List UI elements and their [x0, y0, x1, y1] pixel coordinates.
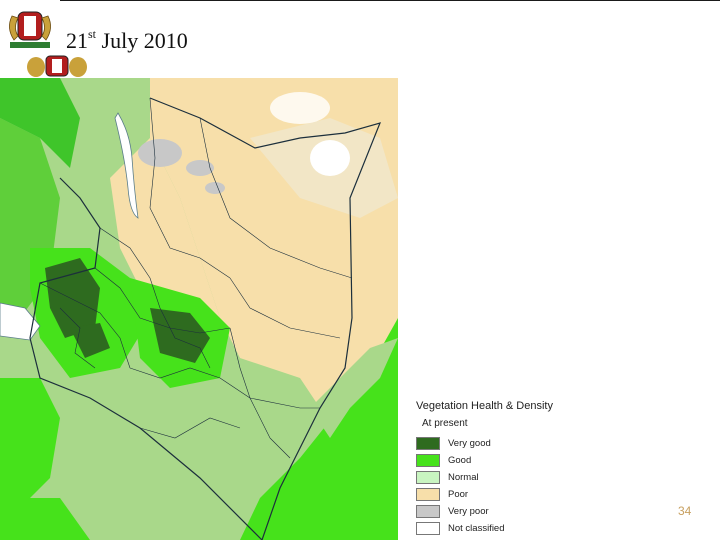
- legend-item-not-classified: Not classified: [416, 520, 576, 537]
- legend-label-very-good: Very good: [448, 438, 491, 449]
- legend-swatch-not-classified: [416, 522, 440, 535]
- coat-of-arms-icon: [9, 11, 51, 48]
- date-day: 21: [66, 28, 88, 53]
- map-background-land: [0, 78, 398, 540]
- page-number: 34: [678, 504, 692, 518]
- legend-swatch-normal: [416, 471, 440, 484]
- legend-swatch-very-poor: [416, 505, 440, 518]
- legend-title: Vegetation Health & Density: [416, 400, 553, 412]
- country-border: [29, 97, 382, 540]
- legend-subtitle: At present: [422, 418, 468, 429]
- legend-item-poor: Poor: [416, 486, 576, 503]
- coat-of-arms-secondary-icon: [27, 55, 87, 77]
- vegetation-map: [0, 78, 398, 540]
- legend-item-normal: Normal: [416, 469, 576, 486]
- legend-item-very-poor: Very poor: [416, 503, 576, 520]
- legend-swatch-good: [416, 454, 440, 467]
- legend-label-normal: Normal: [448, 472, 479, 483]
- legend-item-very-good: Very good: [416, 435, 576, 452]
- legend-label-not-classified: Not classified: [448, 523, 505, 534]
- legend-swatch-poor: [416, 488, 440, 501]
- date-month-year: July 2010: [101, 28, 188, 53]
- slide-date: 21st July 2010: [66, 26, 188, 54]
- lake-victoria: [0, 302, 41, 341]
- top-rule: [60, 0, 720, 1]
- district-boundaries: [39, 97, 353, 459]
- map-sparse-areas: [138, 92, 350, 194]
- legend-label-poor: Poor: [448, 489, 469, 500]
- legend-label-very-poor: Very poor: [448, 506, 489, 517]
- legend-swatch-very-good: [416, 437, 440, 450]
- lake-turkana: [114, 112, 139, 219]
- legend: Vegetation Health & Density At present V…: [416, 400, 576, 537]
- date-suffix: st: [88, 26, 97, 41]
- legend-item-good: Good: [416, 452, 576, 469]
- legend-label-good: Good: [448, 455, 472, 466]
